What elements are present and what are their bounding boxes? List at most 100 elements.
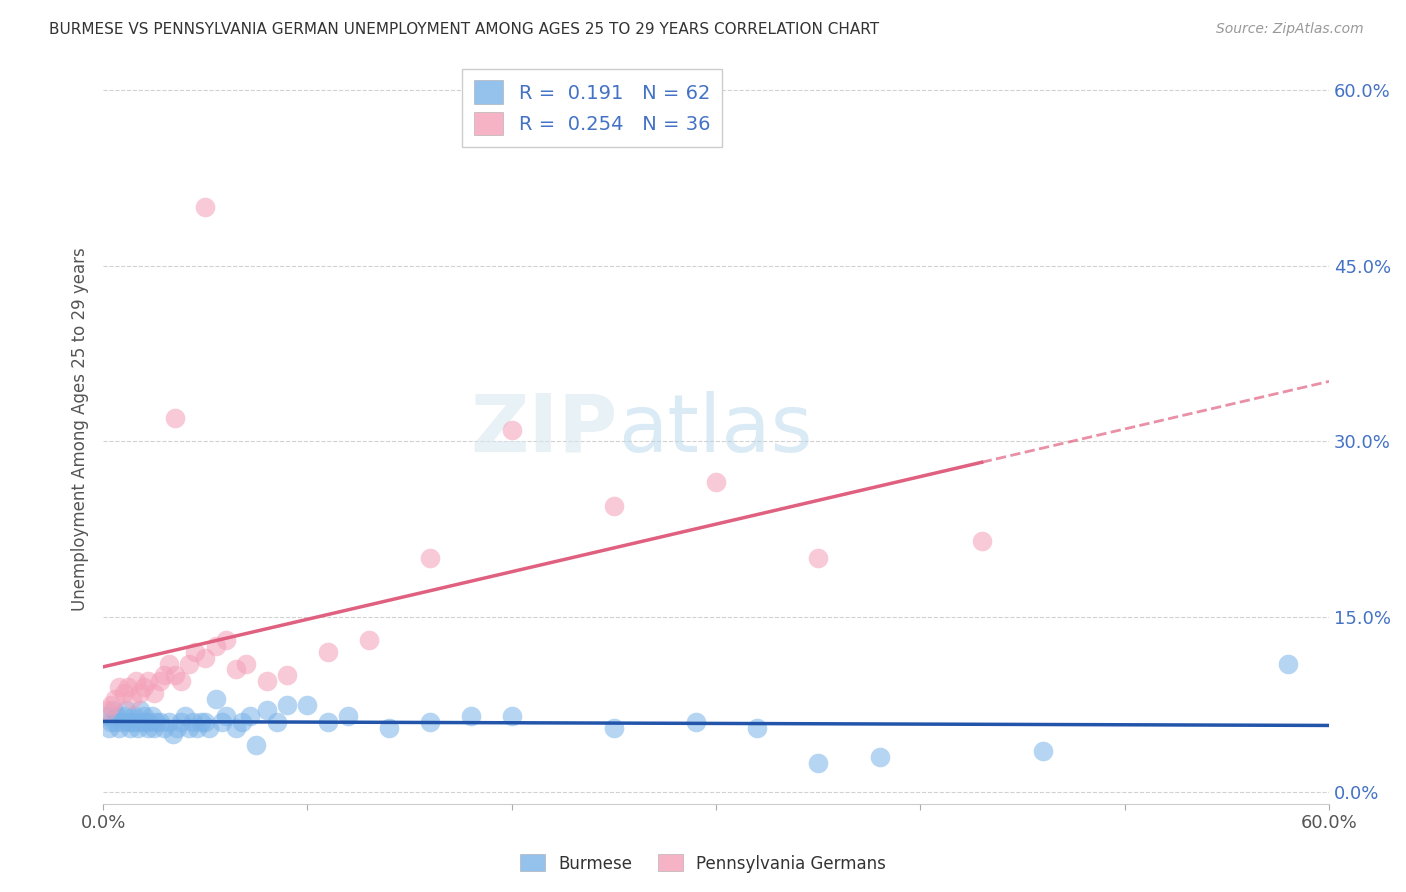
Point (118, 721, 141, 735)
Point (603, 721, 626, 735)
Point (245, 739, 267, 753)
Point (194, 715, 217, 730)
Point (316, 715, 339, 730)
Point (136, 674, 159, 689)
Point (215, 709, 238, 723)
Point (127, 721, 149, 735)
Point (163, 410, 186, 425)
Text: ZIP: ZIP (471, 391, 619, 468)
Point (685, 715, 707, 730)
Point (170, 715, 193, 730)
Point (316, 645, 339, 659)
Point (501, 423, 523, 437)
Point (177, 657, 200, 671)
Point (132, 709, 155, 723)
Point (98, 721, 121, 735)
Point (266, 715, 288, 730)
Point (177, 721, 200, 735)
Point (143, 686, 166, 700)
Point (108, 721, 131, 735)
Point (121, 715, 143, 730)
Point (194, 650, 217, 665)
Point (153, 721, 176, 735)
Point (211, 715, 233, 730)
Point (1032, 744, 1054, 758)
Point (970, 533, 993, 548)
Point (157, 657, 180, 671)
Point (198, 721, 221, 735)
Point (143, 721, 166, 735)
Point (135, 715, 157, 730)
Point (173, 709, 195, 723)
Point (145, 715, 167, 730)
Point (357, 633, 380, 648)
Point (225, 662, 247, 676)
Point (184, 645, 207, 659)
Point (162, 727, 184, 741)
Point (100, 715, 122, 730)
Point (149, 715, 172, 730)
Point (166, 721, 188, 735)
Point (235, 657, 257, 671)
Point (103, 703, 125, 717)
Point (104, 715, 127, 730)
Point (256, 674, 278, 689)
Point (231, 715, 253, 730)
Point (204, 639, 226, 653)
Point (153, 668, 176, 682)
Point (807, 756, 830, 770)
Point (869, 750, 891, 764)
Point (149, 674, 172, 689)
Point (131, 715, 153, 730)
Point (704, 475, 727, 490)
Point (170, 674, 193, 689)
Point (186, 721, 208, 735)
Point (745, 721, 768, 735)
Point (163, 668, 186, 682)
Point (141, 709, 163, 723)
Point (125, 674, 148, 689)
Point (215, 633, 238, 648)
Point (136, 721, 159, 735)
Point (501, 709, 523, 723)
Point (204, 691, 226, 706)
Point (117, 680, 139, 694)
Point (194, 200, 217, 214)
Point (419, 551, 441, 566)
Point (807, 551, 830, 566)
Point (157, 715, 180, 730)
Point (117, 715, 139, 730)
Point (122, 709, 145, 723)
Point (419, 715, 441, 730)
Point (121, 691, 143, 706)
Point (96, 709, 118, 723)
Legend: R =  0.191   N = 62, R =  0.254   N = 36: R = 0.191 N = 62, R = 0.254 N = 36 (463, 69, 721, 147)
Point (460, 709, 482, 723)
Point (132, 680, 155, 694)
Text: Source: ZipAtlas.com: Source: ZipAtlas.com (1216, 22, 1364, 37)
Point (181, 715, 204, 730)
Point (129, 686, 152, 700)
Point (225, 721, 247, 735)
Point (104, 691, 127, 706)
Point (256, 703, 278, 717)
Point (114, 703, 136, 717)
Point (1277, 657, 1299, 671)
Text: atlas: atlas (619, 391, 813, 468)
Point (239, 709, 262, 723)
Point (190, 715, 212, 730)
Point (378, 721, 401, 735)
Point (100, 698, 122, 712)
Point (276, 668, 298, 682)
Point (125, 715, 148, 730)
Legend: Burmese, Pennsylvania Germans: Burmese, Pennsylvania Germans (513, 847, 893, 880)
Point (139, 715, 162, 730)
Y-axis label: Unemployment Among Ages 25 to 29 years: Unemployment Among Ages 25 to 29 years (72, 248, 89, 611)
Point (337, 709, 360, 723)
Point (129, 703, 152, 717)
Point (112, 686, 135, 700)
Point (110, 715, 132, 730)
Point (112, 709, 135, 723)
Point (96, 703, 118, 717)
Point (107, 709, 129, 723)
